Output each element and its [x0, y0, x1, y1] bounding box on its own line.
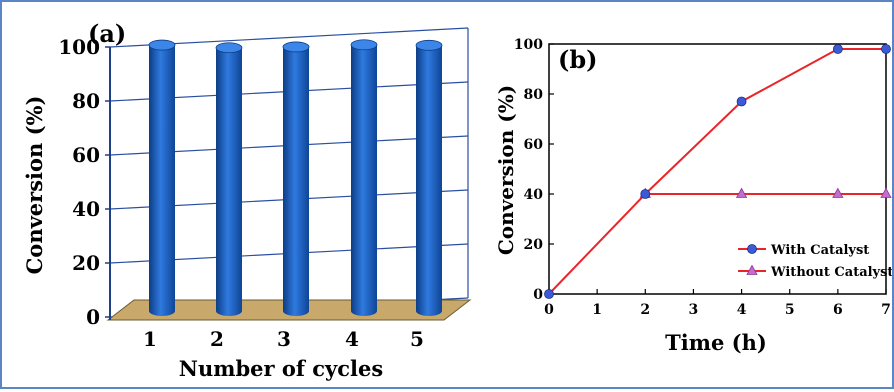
b-data-point — [640, 189, 651, 199]
a-bar — [215, 42, 243, 316]
b-legend: With Catalyst Without Catalyst — [738, 243, 893, 280]
b-y-tick-label: 0 — [533, 287, 543, 303]
b-x-tick-label: 1 — [592, 302, 602, 318]
a-y-tick-label: 20 — [72, 251, 100, 275]
a-bars — [148, 39, 443, 317]
b-x-tick-label: 6 — [833, 302, 843, 318]
a-x-tick-label: 2 — [210, 327, 224, 351]
a-x-tick-label: 4 — [345, 327, 359, 351]
b-x-tick-label: 5 — [785, 302, 795, 318]
a-bar-top — [282, 41, 310, 53]
b-x-axis-label: Time (h) — [665, 330, 767, 355]
b-legend-label: Without Catalyst — [770, 265, 892, 280]
b-y-tick-label: 40 — [524, 187, 544, 203]
a-y-tick-label: 0 — [86, 305, 100, 329]
a-bar-top — [350, 39, 378, 51]
a-y-tick-label: 80 — [72, 89, 100, 113]
b-data-point — [832, 44, 843, 54]
b-y-axis-label: Conversion (%) — [494, 85, 518, 255]
a-bar — [350, 39, 378, 316]
panel-b: 0 20 40 60 80 100 0 1 2 3 4 5 6 7 (b) Conversion (%)… — [494, 37, 893, 355]
b-plot-area — [548, 43, 887, 295]
a-x-tick-label: 3 — [277, 327, 291, 351]
b-legend-marker — [746, 264, 758, 275]
a-bar-body — [416, 45, 442, 316]
a-bar-body — [351, 44, 377, 316]
b-y-tick-label: 100 — [514, 37, 543, 53]
a-x-ticks: 1 2 3 4 5 — [143, 327, 424, 351]
b-x-tick-label: 4 — [737, 302, 747, 318]
a-bar-body — [283, 46, 309, 316]
a-bar-body — [149, 45, 175, 317]
b-y-ticks: 0 20 40 60 80 100 — [514, 37, 554, 303]
a-bar — [282, 41, 310, 316]
a-bar — [415, 39, 443, 316]
a-panel-label: (a) — [88, 19, 126, 48]
b-x-tick-label: 0 — [544, 302, 554, 318]
b-x-ticks: 0 1 2 3 4 5 6 7 — [544, 289, 891, 318]
a-x-tick-label: 1 — [143, 327, 157, 351]
b-series — [544, 44, 892, 299]
b-y-tick-label: 60 — [524, 137, 544, 153]
b-y-tick-label: 80 — [524, 87, 544, 103]
b-data-point — [880, 187, 892, 198]
a-bar-top — [148, 39, 176, 51]
a-y-tick-label: 40 — [72, 197, 100, 221]
a-y-ticks: 0 20 40 60 80 100 — [58, 35, 110, 329]
a-bar — [148, 39, 176, 317]
panel-a: 0 20 40 60 80 100 1 2 3 4 5 (a) Conversion (%) Nu… — [22, 19, 472, 381]
b-legend-label: With Catalyst — [770, 243, 869, 258]
a-y-axis-label: Conversion (%) — [22, 96, 47, 275]
b-x-tick-label: 2 — [640, 302, 650, 318]
a-bar-top — [215, 42, 243, 54]
a-bar-top — [415, 39, 443, 51]
b-legend-marker — [747, 244, 757, 254]
b-panel-label: (b) — [558, 45, 598, 74]
b-data-point — [881, 44, 891, 54]
b-x-tick-label: 7 — [881, 302, 891, 318]
b-data-point — [736, 96, 747, 107]
b-y-tick-label: 20 — [524, 237, 544, 253]
a-y-tick-label: 60 — [72, 143, 100, 167]
a-y-tick-label: 100 — [58, 35, 100, 59]
b-x-tick-label: 3 — [689, 302, 699, 318]
b-data-point — [832, 187, 844, 198]
a-bar-body — [216, 47, 242, 316]
a-x-axis-label: Number of cycles — [179, 356, 383, 381]
a-x-tick-label: 5 — [410, 327, 424, 351]
b-data-point — [735, 187, 748, 198]
b-data-point — [544, 289, 554, 299]
